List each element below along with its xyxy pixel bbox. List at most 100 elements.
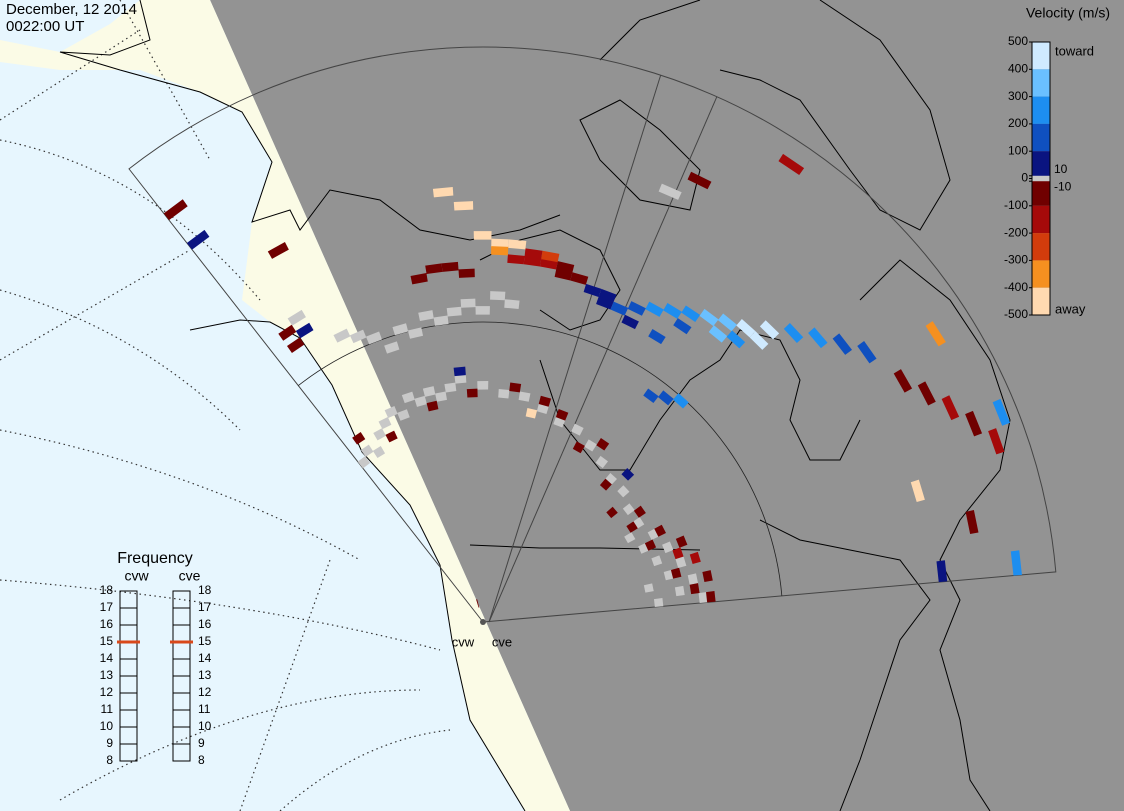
velocity-cell xyxy=(453,366,466,377)
colorbar-tick-label: 10 xyxy=(1054,162,1068,176)
velocity-cell xyxy=(286,337,305,353)
velocity-cell xyxy=(658,390,674,406)
graticule-line xyxy=(0,289,241,431)
ocean xyxy=(0,0,570,811)
velocity-cell xyxy=(726,330,746,349)
coastline xyxy=(59,0,561,241)
radar-name: cve xyxy=(179,568,201,584)
velocity-cell xyxy=(687,573,699,585)
frequency-tick-label: 9 xyxy=(198,736,205,750)
velocity-cell xyxy=(621,314,639,330)
velocity-cell xyxy=(832,333,853,355)
velocity-cell xyxy=(460,298,476,308)
velocity-cell xyxy=(643,388,659,404)
coastline xyxy=(189,319,526,811)
velocity-cell xyxy=(295,322,314,339)
colorbar-band xyxy=(1032,287,1050,315)
velocity-cell xyxy=(357,456,371,469)
frequency-tick-label: 12 xyxy=(100,685,114,699)
velocity-cell xyxy=(425,263,443,275)
colorbar-band xyxy=(1032,205,1050,234)
velocity-cell xyxy=(596,295,614,310)
coastline xyxy=(759,519,931,811)
frequency-tick-label: 17 xyxy=(198,600,212,614)
colorbar-band xyxy=(1032,233,1050,261)
velocity-cell xyxy=(644,539,657,551)
velocity-cell xyxy=(675,556,687,568)
frequency-title: Frequency xyxy=(117,550,193,567)
lit-land xyxy=(0,0,570,811)
velocity-cell xyxy=(783,322,804,343)
velocity-cell xyxy=(458,268,475,278)
fov-arc xyxy=(298,321,783,596)
frequency-tick-label: 14 xyxy=(198,651,212,665)
frequency-tick-label: 15 xyxy=(100,634,114,648)
velocity-cell xyxy=(397,409,410,421)
coastlines xyxy=(59,0,1011,811)
velocity-cell xyxy=(910,479,925,502)
velocity-cell xyxy=(572,441,585,454)
colorbar-band xyxy=(1032,123,1050,152)
fov-outline xyxy=(128,46,1057,623)
coastline xyxy=(539,329,861,471)
velocity-cell xyxy=(555,409,569,421)
velocity-cell xyxy=(584,439,597,452)
velocity-cell xyxy=(708,325,728,343)
velocity-cell xyxy=(1010,550,1022,576)
velocity-cell xyxy=(541,250,560,263)
coastline xyxy=(479,229,621,331)
velocity-cell xyxy=(475,306,490,315)
velocity-cell xyxy=(433,315,449,326)
velocity-cell xyxy=(426,400,439,412)
velocity-cell xyxy=(508,239,527,250)
velocity-cell xyxy=(509,382,522,393)
velocity-cell xyxy=(491,238,509,248)
frequency-tick-label: 18 xyxy=(198,583,212,597)
velocity-cell xyxy=(571,423,584,436)
graticule-line xyxy=(0,139,261,301)
velocity-cell xyxy=(778,153,805,176)
frequency-panel: Frequency cvw18171615141312111098cve1817… xyxy=(100,550,212,767)
time: 0022:00 UT xyxy=(6,18,84,35)
velocity-cell xyxy=(432,187,454,198)
velocity-cell xyxy=(648,328,666,345)
velocity-cell xyxy=(857,340,877,364)
velocity-cell xyxy=(385,430,398,443)
coastline xyxy=(579,99,701,211)
velocity-cell xyxy=(992,398,1011,426)
velocity-cell xyxy=(624,532,636,544)
velocity-cell xyxy=(759,320,780,340)
radar-site xyxy=(480,619,486,625)
velocity-cell xyxy=(965,510,979,535)
velocity-cell xyxy=(453,201,474,211)
graticule-line xyxy=(119,0,211,161)
scatter-cells xyxy=(163,153,1022,608)
colorbar-tick-label: -400 xyxy=(1004,280,1028,294)
colorbar: Velocity (m/s) toward away 500 400 300 200 1… xyxy=(1004,5,1110,321)
velocity-cell xyxy=(518,391,531,402)
colorbar-band xyxy=(1032,151,1050,179)
velocity-cell xyxy=(622,503,635,516)
velocity-cell xyxy=(689,551,701,564)
velocity-cell xyxy=(401,391,415,404)
velocity-cell xyxy=(925,321,946,347)
velocity-cell xyxy=(893,369,913,393)
colorbar-tick-label: 400 xyxy=(1008,61,1028,75)
velocity-cell xyxy=(410,273,428,285)
velocity-cell xyxy=(278,324,297,341)
velocity-cell xyxy=(287,309,306,326)
velocity-cell xyxy=(917,381,936,406)
velocity-cell xyxy=(349,329,367,344)
fov-edge xyxy=(488,74,662,623)
colorbar-tick-label: 300 xyxy=(1008,89,1028,103)
velocity-cell xyxy=(627,301,646,316)
velocity-cell xyxy=(186,229,210,250)
velocity-cell xyxy=(466,388,478,398)
frequency-tick-label: 13 xyxy=(100,668,114,682)
velocity-cell xyxy=(524,248,543,260)
velocity-cell xyxy=(498,389,510,399)
frequency-tick-label: 11 xyxy=(198,702,211,716)
colorbar-title: Velocity (m/s) xyxy=(1026,5,1110,21)
velocity-cell xyxy=(384,341,400,354)
